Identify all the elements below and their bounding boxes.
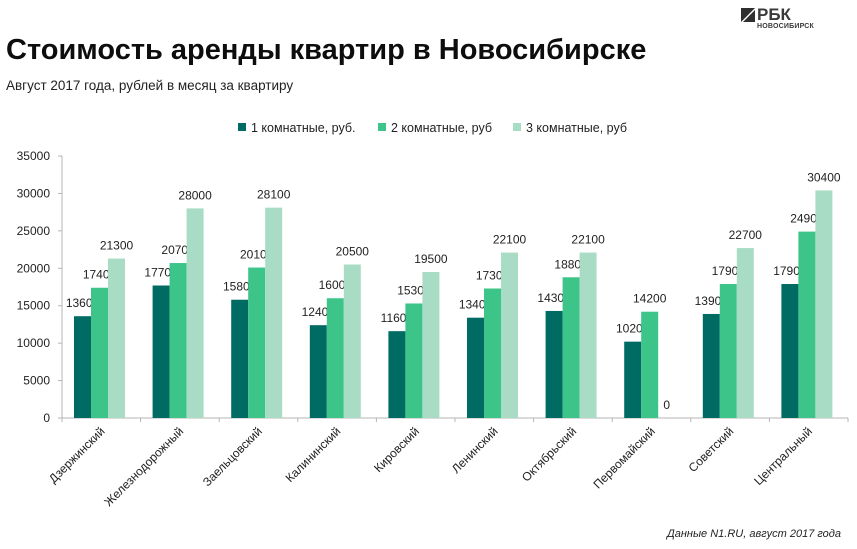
bar [231, 299, 249, 418]
bar [422, 272, 440, 418]
logo-mark-icon [741, 8, 755, 22]
bar [579, 252, 597, 418]
data-label: 22700 [729, 228, 763, 242]
logo-text: РБК [757, 5, 791, 24]
category-label: Дзержинский [46, 424, 108, 486]
category-label: Первомайский [591, 424, 658, 491]
bar [484, 288, 501, 418]
source-note: Данные N1.RU, август 2017 года [666, 528, 841, 540]
bar [736, 248, 754, 418]
rbc-logo: РБК НОВОСИБИРСК [741, 5, 814, 34]
bar [343, 264, 361, 418]
bar [152, 285, 170, 418]
legend-label-1room: 1 комнатные, руб. [251, 121, 356, 135]
category-label: Советский [686, 424, 737, 475]
chart-legend: 1 комнатные, руб. 2 комнатные, руб 3 ком… [0, 121, 857, 137]
legend-item-2room: 2 комнатные, руб [378, 121, 492, 137]
category-label: Железнодорожный [101, 424, 186, 509]
bar [309, 325, 327, 418]
y-tick-label: 20000 [17, 261, 51, 275]
y-tick-label: 15000 [17, 299, 51, 313]
data-label: 22100 [493, 233, 527, 247]
bar [562, 277, 580, 418]
data-label: 28000 [178, 188, 212, 202]
data-label: 20500 [336, 245, 370, 259]
y-tick-label: 0 [43, 411, 50, 425]
legend-item-3room: 3 комнатные, руб [513, 121, 627, 137]
bar [108, 258, 125, 418]
legend-swatch-3room [513, 123, 521, 131]
bar [624, 341, 642, 418]
data-label: 21300 [100, 239, 134, 253]
logo-subtext: НОВОСИБИРСК [757, 23, 814, 30]
bar [815, 190, 833, 418]
category-label: Ленинский [449, 424, 501, 476]
data-label: 11600 [381, 311, 414, 325]
bar [74, 316, 91, 418]
category-label: Калининский [283, 424, 344, 485]
bar [719, 284, 737, 418]
data-label: 30400 [807, 170, 841, 184]
y-tick-label: 25000 [17, 224, 51, 238]
page-subtitle: Август 2017 года, рублей в месяц за квар… [6, 78, 294, 93]
legend-swatch-2room [378, 123, 386, 131]
y-tick-label: 30000 [17, 186, 51, 200]
bar [186, 208, 204, 418]
y-tick-label: 5000 [23, 374, 50, 388]
legend-swatch-1room [238, 123, 246, 131]
category-label: Заельцовский [200, 424, 265, 489]
bar [467, 317, 484, 418]
data-label: 19500 [414, 252, 448, 266]
data-label: 0 [663, 398, 670, 412]
category-label: Центральный [751, 424, 815, 488]
bar [781, 284, 799, 418]
bar [91, 287, 108, 418]
bar [169, 263, 187, 418]
data-label: 22100 [571, 233, 605, 247]
legend-item-1room: 1 комнатные, руб. [238, 121, 356, 137]
category-label: Кировский [371, 424, 422, 475]
bar [265, 207, 283, 418]
bar [702, 313, 720, 418]
data-label: 14200 [633, 292, 667, 306]
bar [326, 298, 344, 418]
bar [798, 231, 816, 418]
y-tick-label: 35000 [17, 149, 51, 163]
bar [248, 267, 266, 418]
category-label: Октябрьский [519, 424, 579, 484]
legend-label-3room: 3 комнатные, руб [526, 121, 628, 135]
bar [388, 331, 406, 418]
bar [405, 303, 423, 418]
page-title: Стоимость аренды квартир в Новосибирске [6, 34, 647, 66]
data-label: 28100 [257, 188, 291, 202]
bar [545, 310, 563, 418]
y-tick-label: 10000 [17, 336, 51, 350]
legend-label-2room: 2 комнатные, руб [391, 121, 493, 135]
bar [641, 311, 659, 418]
bar [501, 252, 518, 418]
